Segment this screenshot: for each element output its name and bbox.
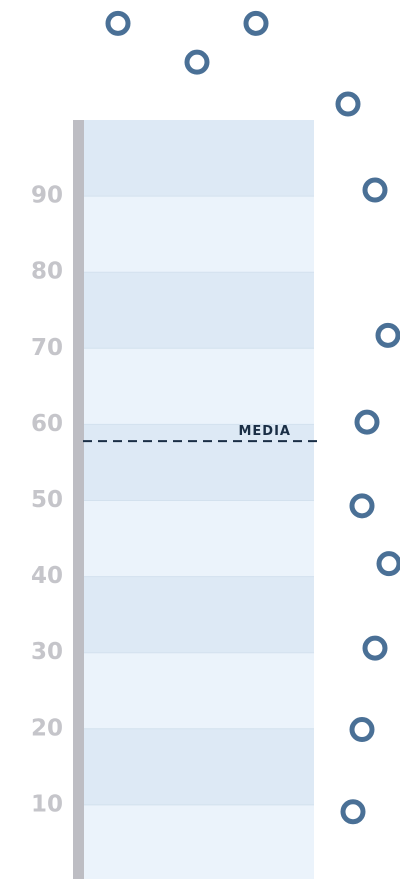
y-tick-label: 10	[31, 791, 63, 817]
y-tick-label: 20	[31, 715, 63, 741]
y-tick-label: 80	[31, 259, 63, 285]
band	[84, 804, 314, 879]
band	[84, 272, 314, 349]
reference-label: MEDIA	[238, 424, 291, 439]
point	[105, 10, 131, 36]
point	[349, 717, 375, 743]
point	[354, 409, 380, 435]
point	[375, 322, 400, 348]
band	[84, 348, 314, 425]
point	[376, 551, 400, 577]
y-tick-label: 50	[31, 487, 63, 513]
point	[340, 799, 366, 825]
point	[362, 635, 388, 661]
point	[243, 10, 269, 36]
band	[84, 652, 314, 729]
band	[84, 120, 314, 197]
point	[335, 91, 361, 117]
band	[84, 500, 314, 577]
band	[84, 424, 314, 501]
y-tick-label: 30	[31, 639, 63, 665]
band	[84, 196, 314, 273]
y-tick-label: 70	[31, 335, 63, 361]
y-tick-label: 90	[31, 183, 63, 209]
point	[362, 177, 388, 203]
band	[84, 728, 314, 805]
y-tick-label: 60	[31, 411, 63, 437]
point	[184, 49, 210, 75]
axis-bar	[73, 120, 84, 879]
band	[84, 576, 314, 653]
y-tick-label: 40	[31, 563, 63, 589]
point	[349, 493, 375, 519]
